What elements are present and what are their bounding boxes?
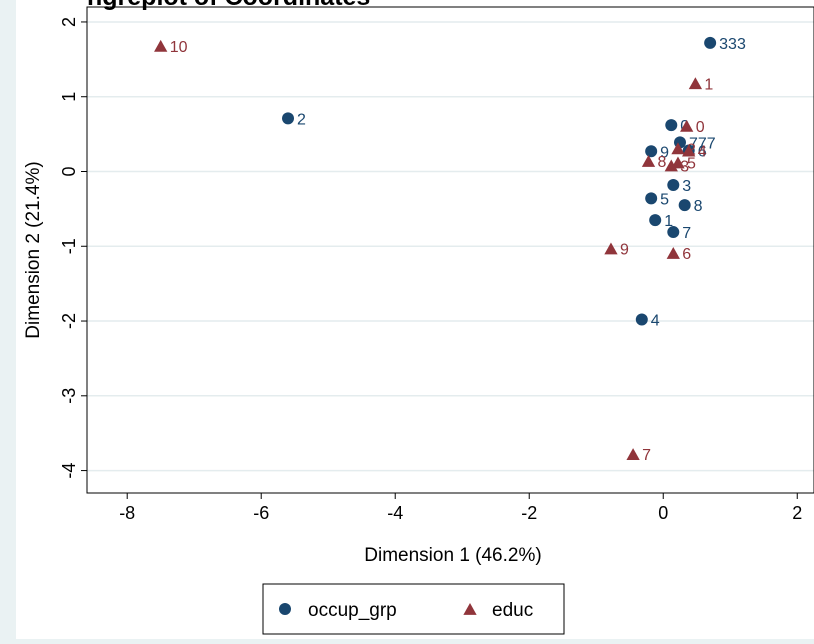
data-point-label: 2: [297, 111, 306, 128]
axis-layer: 210-1-2-3-4-8 -6 -4 -2 0 2: [59, 17, 802, 523]
plot-region-background: [16, 0, 814, 639]
legend-items: occup_grp educ: [279, 600, 533, 621]
data-point-label: 7: [682, 225, 691, 242]
data-point-educ: [604, 242, 618, 255]
legend-box: [262, 583, 565, 635]
x-tick-label: -4: [387, 503, 403, 523]
data-point-occup_grp: [665, 119, 678, 132]
legend-label-occup_grp: occup_grp: [308, 600, 397, 621]
data-point-label: 9: [620, 242, 629, 259]
data-point-label: 777: [689, 135, 716, 152]
legend-marker-educ: [463, 603, 477, 615]
data-point-occup_grp: [667, 226, 680, 239]
data-point-label: 6: [682, 246, 691, 263]
x-tick-label: 0: [658, 503, 668, 523]
data-point-label: 333: [719, 36, 746, 53]
plot-frame: [86, 6, 814, 494]
data-point-label: 5: [687, 156, 696, 173]
y-tick-label: 2: [59, 17, 79, 27]
y-axis-label: Dimension 2 (21.4%): [23, 161, 44, 338]
y-tick-label: 0: [59, 166, 79, 176]
x-tick-label: -6: [253, 503, 269, 523]
data-point-occup_grp: [282, 112, 295, 125]
data-point-occup_grp: [678, 199, 691, 212]
data-point-label: 8: [657, 154, 666, 171]
legend-marker-occup_grp: [279, 603, 291, 615]
data-point-educ: [641, 155, 656, 167]
data-point-occup_grp: [645, 192, 658, 205]
legend-label-educ: educ: [492, 600, 533, 621]
data-point-occup_grp: [645, 145, 658, 158]
data-point-educ: [664, 159, 678, 172]
grid-layer: [87, 21, 814, 472]
chart-title: ngreplot of Coordinates: [87, 0, 370, 11]
data-point-educ: [154, 39, 168, 52]
x-axis-label: Dimension 1 (46.2%): [364, 545, 541, 566]
data-point-label: 8: [694, 198, 703, 215]
x-tick-label: -8: [119, 503, 135, 523]
data-point-label: 5: [660, 191, 669, 208]
data-point-label: 7: [642, 447, 651, 464]
data-point-label: 3: [682, 178, 691, 195]
data-point-educ: [671, 142, 685, 155]
x-tick-label: -2: [521, 503, 537, 523]
y-tick-label: 1: [59, 92, 79, 102]
y-tick-label: -4: [59, 463, 79, 479]
data-point-educ: [671, 156, 685, 169]
data-point-educ: [688, 77, 703, 90]
y-tick-label: -2: [59, 313, 79, 329]
data-point-label: 4: [698, 144, 707, 161]
data-point-label: 3: [680, 159, 689, 176]
x-tick-label: 2: [792, 503, 802, 523]
data-point-occup_grp: [635, 313, 648, 326]
data-point-label: 4: [651, 313, 660, 330]
data-point-occup_grp: [649, 214, 662, 227]
data-point-label: 9: [660, 144, 669, 161]
y-tick-label: -3: [59, 388, 79, 404]
data-point-label: 1: [664, 213, 673, 230]
data-point-label: 6: [698, 144, 707, 161]
y-tick-label: -1: [59, 238, 79, 254]
data-point-educ: [680, 119, 694, 132]
data-point-label: 1: [704, 76, 713, 93]
data-point-educ: [682, 144, 696, 157]
data-point-occup_grp: [667, 178, 680, 191]
legend: occup_grp educ: [262, 583, 565, 635]
data-point-label: 10: [170, 39, 188, 56]
data-point-label: 0: [696, 119, 705, 136]
data-point-educ: [666, 246, 680, 259]
data-point-occup_grp: [704, 36, 717, 49]
data-point-educ: [626, 448, 640, 461]
mark-layer: 3332077769358174101024853967: [154, 36, 746, 464]
